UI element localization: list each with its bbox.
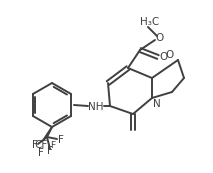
- Text: F: F: [32, 140, 38, 150]
- Text: H₃C: H₃C: [140, 17, 160, 27]
- Text: F: F: [38, 148, 44, 158]
- Text: F: F: [58, 135, 64, 145]
- Text: N: N: [153, 99, 161, 109]
- Text: O: O: [156, 33, 164, 43]
- Text: F: F: [47, 146, 53, 156]
- Text: NH: NH: [88, 102, 104, 112]
- Text: CF: CF: [34, 140, 48, 150]
- Text: O: O: [160, 52, 168, 62]
- Text: O: O: [166, 50, 174, 60]
- Text: F: F: [50, 140, 56, 149]
